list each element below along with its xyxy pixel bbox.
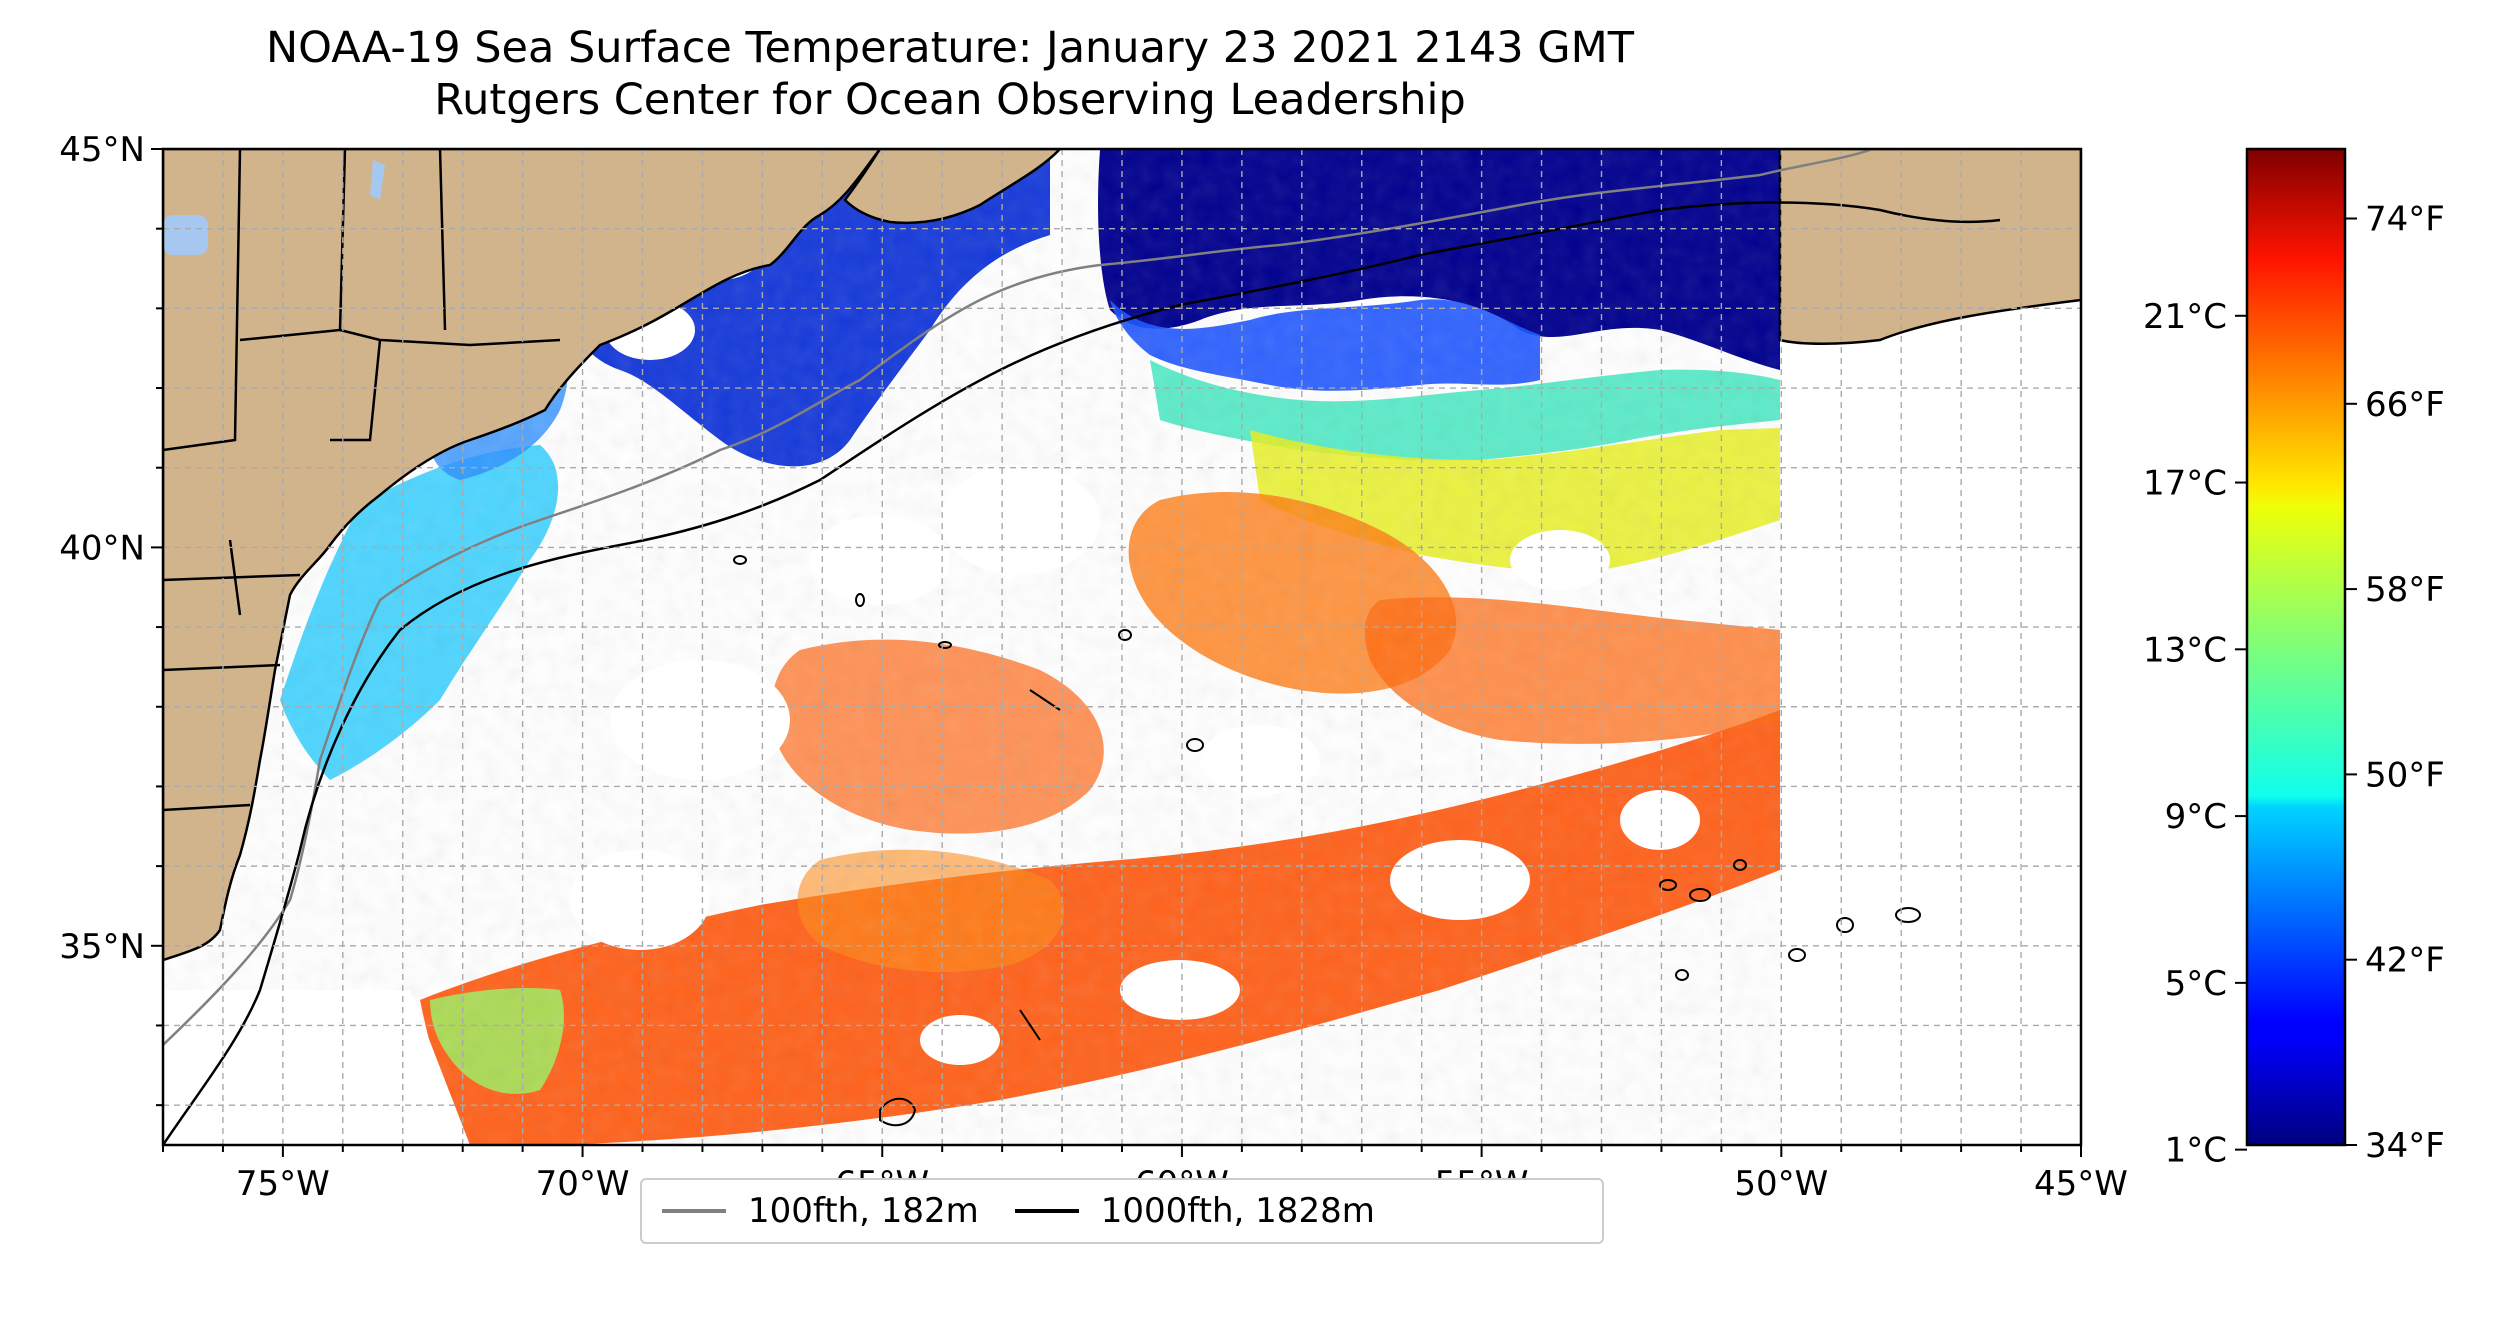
- legend-label-1000fth: 1000fth, 1828m: [1100, 1191, 1375, 1231]
- lat-tick-label: 35°N: [59, 927, 145, 967]
- sst-data-layer: [163, 149, 2081, 1145]
- lon-tick-label: 70°W: [536, 1164, 630, 1204]
- legend-swatch-100fth: [662, 1209, 726, 1213]
- lat-tick-label: 40°N: [59, 528, 145, 568]
- seamount-contours: [733, 555, 1921, 1127]
- land-newfoundland: [1778, 149, 2081, 345]
- legend-label-100fth: 100fth, 182m: [748, 1191, 979, 1231]
- legend-item-1000fth: 1000fth, 1828m: [1014, 1191, 1375, 1231]
- latitude-axis: 45°N 40°N 35°N: [59, 130, 163, 1107]
- legend-swatch-1000fth: [1014, 1209, 1079, 1213]
- land-nova-scotia: [843, 149, 1062, 225]
- chart-title: NOAA-19 Sea Surface Temperature: January…: [0, 22, 1900, 126]
- legend-item-100fth: 100fth, 182m: [662, 1191, 979, 1231]
- isobath-100fth: [163, 149, 1871, 1046]
- lon-tick-label: 45°W: [2034, 1164, 2128, 1204]
- gridlines: [163, 149, 2081, 1145]
- lat-tick-label: 45°N: [59, 130, 145, 170]
- title-line-2: Rutgers Center for Ocean Observing Leade…: [434, 75, 1466, 125]
- isobath-1000fth: [163, 201, 2001, 1145]
- contour-legend: 100fth, 182m 1000fth, 1828m: [640, 1178, 1604, 1244]
- lon-tick-label: 50°W: [1734, 1164, 1828, 1204]
- title-line-1: NOAA-19 Sea Surface Temperature: January…: [266, 23, 1634, 73]
- lakes: [163, 160, 385, 255]
- lon-tick-label: 75°W: [236, 1164, 330, 1204]
